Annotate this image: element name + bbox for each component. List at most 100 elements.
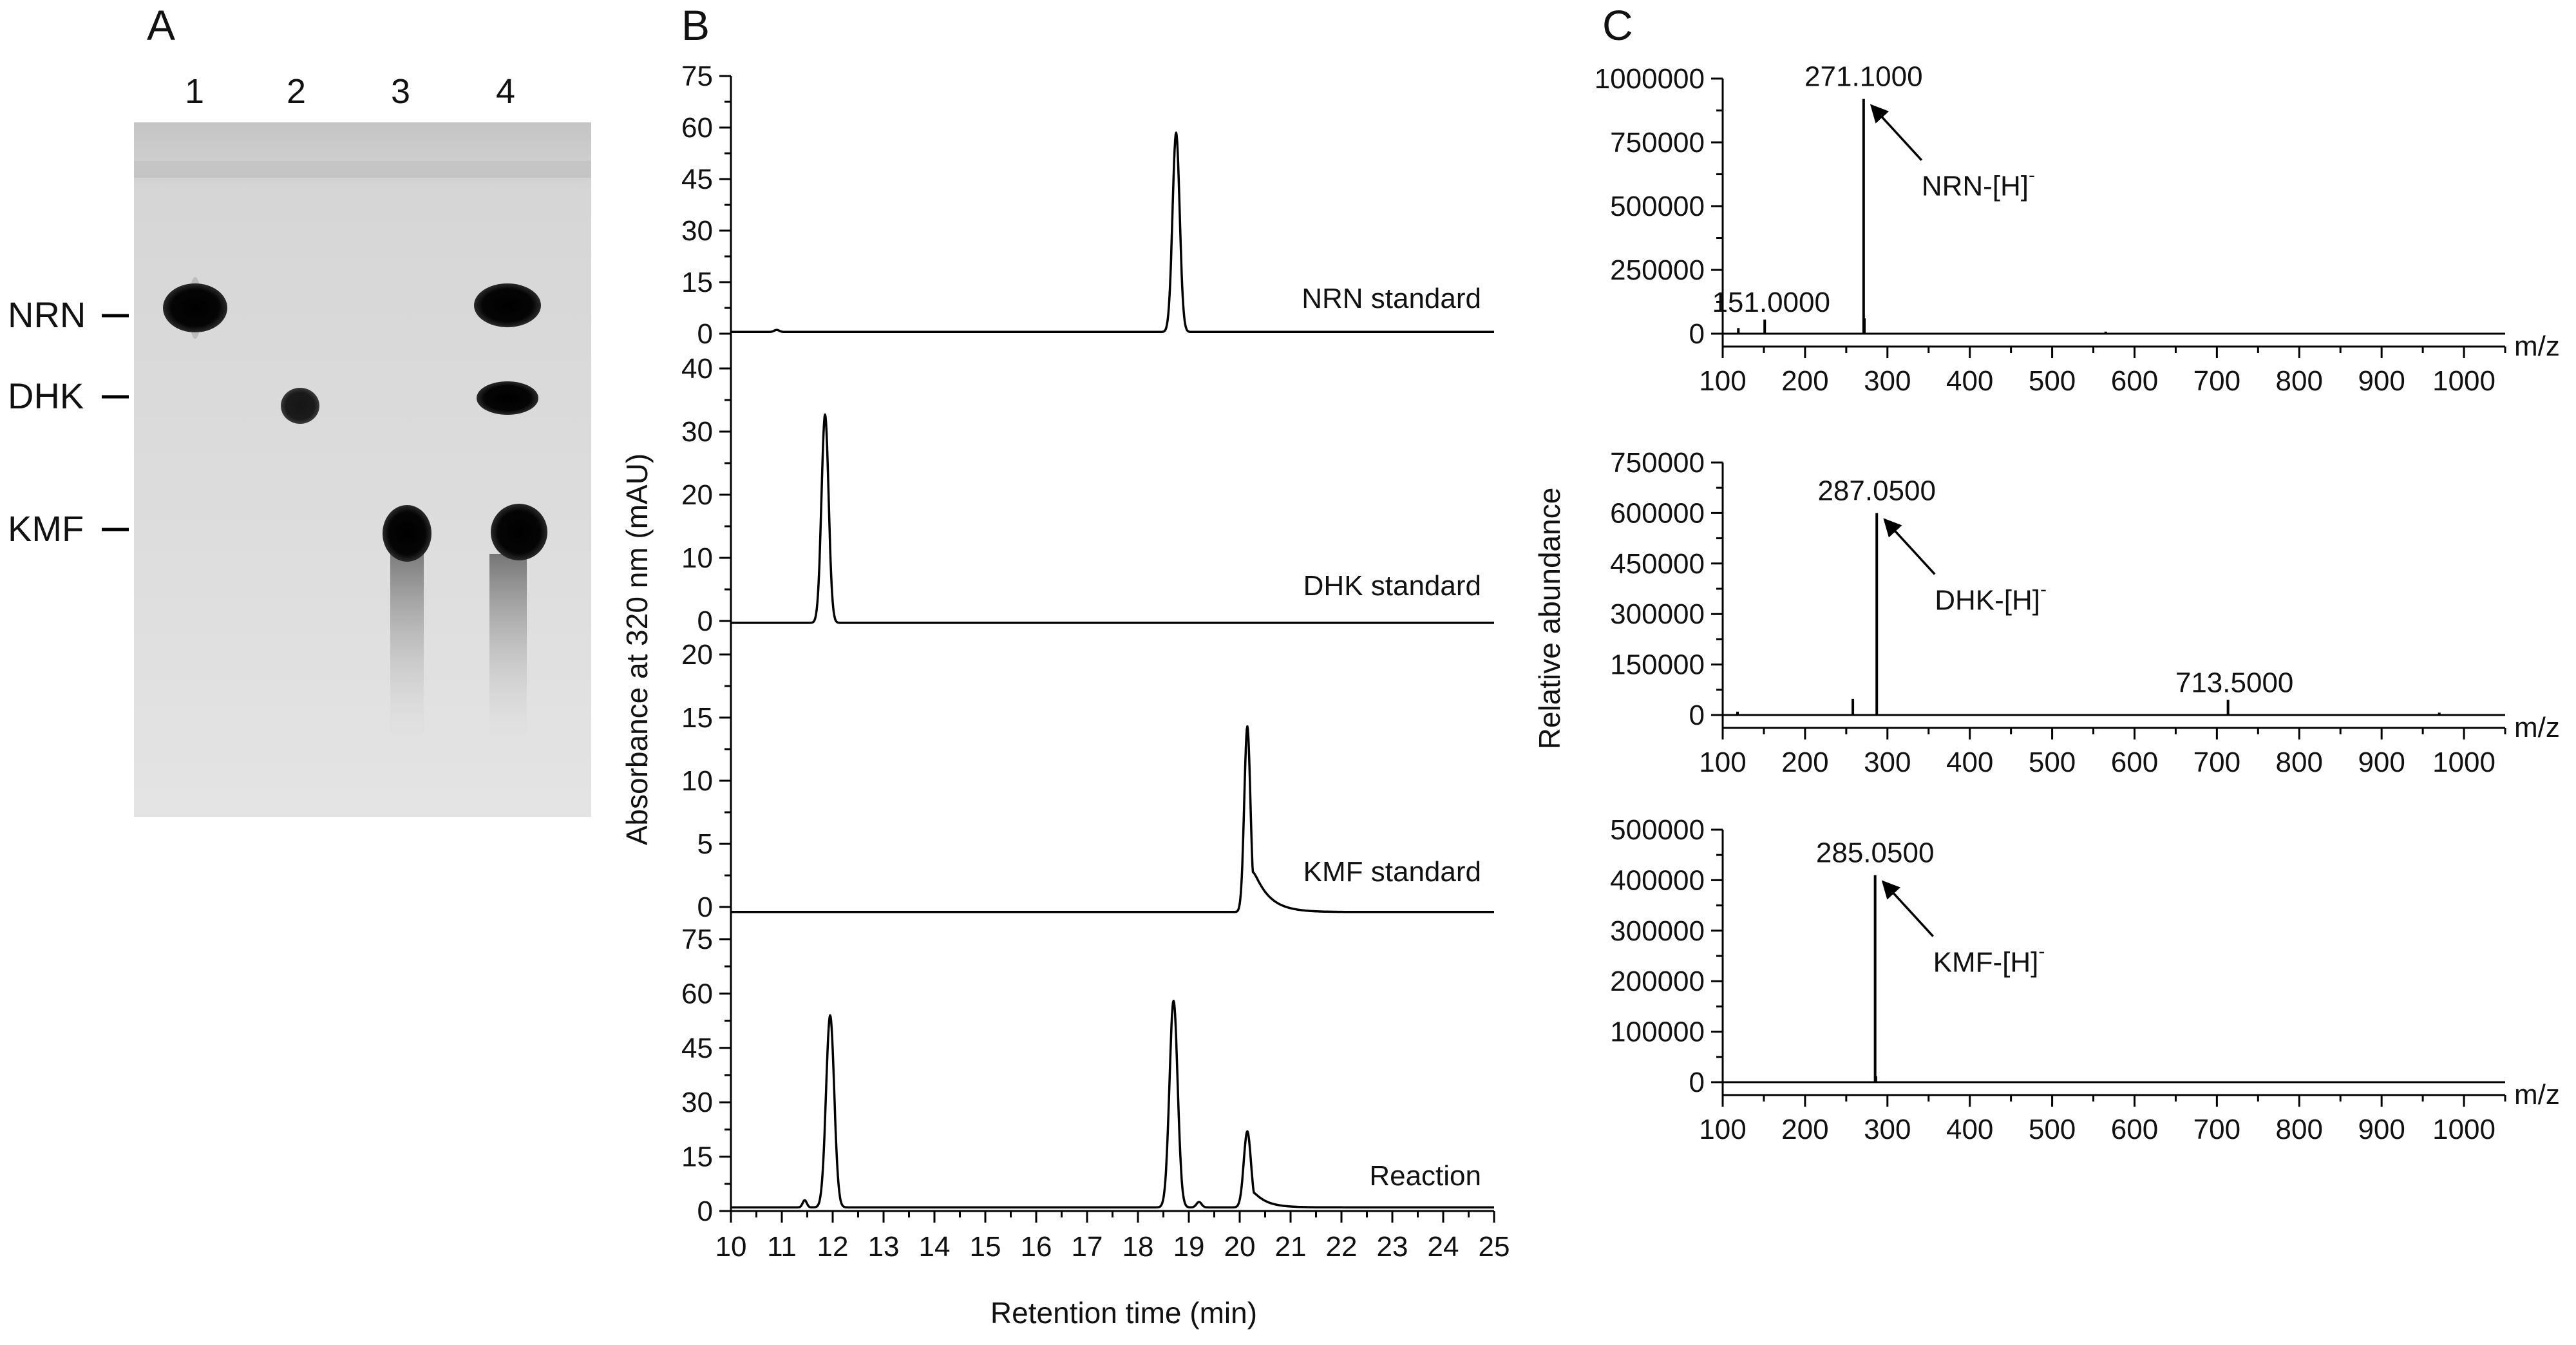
hplc-trace-label-kmf-standard: KMF standard — [1303, 856, 1481, 888]
ms-x-tick-label-dhk: 800 — [2276, 747, 2323, 778]
ms-peak-label-nrn: 271.1000 — [1804, 61, 1923, 93]
ms-y-tick-label-kmf: 300000 — [1610, 915, 1705, 947]
tlc-spot-dhk-lane4 — [477, 381, 538, 415]
tlc-spot-nrn-lane4 — [474, 283, 541, 327]
ms-x-tick-label-kmf: 100 — [1699, 1114, 1746, 1145]
ms-x-tick-label-dhk: 700 — [2193, 747, 2240, 778]
hplc-y-tick-label-nrn-standard: 0 — [697, 318, 713, 350]
tlc-spot-kmf-lane4 — [491, 504, 547, 560]
hplc-trace-label-dhk-standard: DHK standard — [1303, 570, 1481, 602]
hplc-x-tick-label: 12 — [817, 1231, 849, 1263]
hplc-x-axis-title: Retention time (min) — [990, 1296, 1257, 1330]
hplc-y-tick-label-nrn-standard: 30 — [681, 215, 713, 247]
ms-ion-charge: - — [2029, 165, 2035, 186]
spot-label-kmf: KMF — [8, 508, 84, 549]
ms-x-tick-label-nrn: 600 — [2111, 365, 2158, 397]
ms-y-tick-label-kmf: 0 — [1689, 1067, 1705, 1098]
ms-ion-charge: - — [2040, 578, 2047, 600]
ms-ion-name: NRN-[H] — [1922, 171, 2029, 202]
hplc-trace-kmf-standard — [730, 725, 1495, 913]
ms-x-tick-label-dhk: 200 — [1781, 747, 1828, 778]
ms-ion-label-dhk: DHK-[H]- — [1935, 578, 2047, 616]
ms-x-tick-label-kmf: 700 — [2193, 1114, 2240, 1145]
lane-number-3: 3 — [391, 72, 410, 111]
ms-y-tick-label-dhk: 300000 — [1610, 598, 1705, 630]
ms-y-tick-label-dhk: 750000 — [1610, 447, 1705, 479]
ms-x-unit-dhk: m/z — [2514, 712, 2560, 743]
tlc-spot-kmf-lane3 — [383, 505, 431, 562]
panel-c-letter: C — [1602, 1, 1633, 49]
panel-a-tlc: A 1 2 3 4 NRN DHK KMF — [8, 1, 591, 817]
ms-x-tick-label-nrn: 800 — [2276, 365, 2323, 397]
hplc-trace-nrn-standard — [730, 131, 1495, 334]
hplc-trace-dhk-standard — [730, 413, 1495, 624]
tlc-smear-lane3 — [390, 548, 424, 741]
ms-peak-label-kmf: 285.0500 — [1816, 837, 1935, 869]
hplc-x-tick-label: 24 — [1428, 1231, 1459, 1263]
hplc-y-tick-label-kmf-standard: 5 — [697, 828, 713, 860]
ms-x-tick-label-kmf: 500 — [2029, 1114, 2076, 1145]
hplc-x-tick-label: 25 — [1479, 1231, 1510, 1263]
hplc-y-axis-title: Absorbance at 320 nm (mAU) — [620, 453, 654, 846]
ms-y-tick-label-kmf: 400000 — [1610, 864, 1705, 896]
ms-arrow-dhk — [1883, 518, 1936, 575]
ms-peak-label-dhk: 287.0500 — [1817, 475, 1936, 506]
hplc-y-tick-label-dhk-standard: 20 — [681, 479, 713, 511]
hplc-y-tick-label-reaction: 60 — [681, 978, 713, 1009]
ms-x-tick-label-kmf: 800 — [2276, 1114, 2323, 1145]
tlc-smear-lane4 — [489, 554, 527, 741]
ms-peak-label-nrn: 151.0000 — [1712, 287, 1830, 318]
panel-b-letter: B — [681, 1, 710, 49]
ms-x-tick-label-kmf: 600 — [2111, 1114, 2158, 1145]
lane-number-4: 4 — [496, 72, 515, 111]
hplc-y-tick-label-kmf-standard: 20 — [681, 639, 713, 671]
ms-y-tick-label-nrn: 1000000 — [1595, 63, 1705, 95]
ms-x-tick-label-dhk: 900 — [2358, 747, 2405, 778]
ms-y-tick-label-dhk: 150000 — [1610, 649, 1705, 681]
ms-x-unit-nrn: m/z — [2514, 330, 2560, 362]
ms-x-tick-label-nrn: 700 — [2193, 365, 2240, 397]
hplc-x-tick-label: 20 — [1224, 1231, 1256, 1263]
ms-x-tick-label-kmf: 200 — [1781, 1114, 1828, 1145]
ms-x-tick-label-dhk: 300 — [1864, 747, 1911, 778]
hplc-y-tick-label-nrn-standard: 45 — [681, 164, 713, 195]
hplc-x-tick-label: 13 — [868, 1231, 900, 1263]
ms-x-tick-label-dhk: 500 — [2029, 747, 2076, 778]
hplc-x-tick-label: 21 — [1275, 1231, 1307, 1263]
ms-y-axis-title: Relative abundance — [1533, 488, 1566, 750]
hplc-x-tick-label: 16 — [1021, 1231, 1052, 1263]
ms-x-tick-label-nrn: 500 — [2029, 365, 2076, 397]
ms-y-tick-label-kmf: 100000 — [1610, 1016, 1705, 1048]
hplc-y-tick-label-reaction: 0 — [697, 1196, 713, 1227]
hplc-y-tick-label-kmf-standard: 0 — [697, 892, 713, 923]
hplc-y-tick-label-dhk-standard: 30 — [681, 416, 713, 448]
hplc-plot: 10 11 12 13 14 15 16 17 18 19 20 21 22 23 24 25 0 15 30 45 6… — [681, 61, 1510, 1263]
hplc-y-tick-label-reaction: 30 — [681, 1087, 713, 1118]
hplc-y-tick-label-kmf-standard: 15 — [681, 702, 713, 734]
hplc-x-tick-label: 22 — [1326, 1231, 1358, 1263]
ms-y-tick-label-dhk: 450000 — [1610, 548, 1705, 580]
hplc-y-tick-label-dhk-standard: 40 — [681, 353, 713, 385]
ms-y-tick-label-kmf: 200000 — [1610, 966, 1705, 997]
hplc-trace-reaction — [730, 999, 1495, 1209]
ms-x-tick-label-dhk: 100 — [1699, 747, 1746, 778]
ms-ion-label-kmf: KMF-[H]- — [1933, 941, 2045, 978]
hplc-x-tick-label: 19 — [1173, 1231, 1205, 1263]
tlc-spot-dhk-lane2 — [281, 388, 319, 424]
ms-x-tick-label-kmf: 300 — [1864, 1114, 1911, 1145]
hplc-y-tick-label-kmf-standard: 10 — [681, 765, 713, 797]
ms-y-tick-label-nrn: 500000 — [1610, 191, 1705, 222]
ms-y-tick-label-nrn: 0 — [1689, 318, 1705, 350]
hplc-x-tick-label: 14 — [919, 1231, 951, 1263]
ms-ion-charge: - — [2038, 941, 2045, 962]
ms-y-tick-label-dhk: 600000 — [1610, 497, 1705, 529]
ms-x-tick-label-nrn: 1000 — [2432, 365, 2496, 397]
ms-peak-label-dhk: 713.5000 — [2175, 667, 2294, 698]
hplc-x-tick-label: 23 — [1377, 1231, 1408, 1263]
ms-x-tick-label-nrn: 400 — [1946, 365, 1993, 397]
spot-label-nrn: NRN — [8, 294, 86, 335]
ms-x-tick-label-dhk: 600 — [2111, 747, 2158, 778]
ms-x-unit-kmf: m/z — [2514, 1079, 2560, 1111]
